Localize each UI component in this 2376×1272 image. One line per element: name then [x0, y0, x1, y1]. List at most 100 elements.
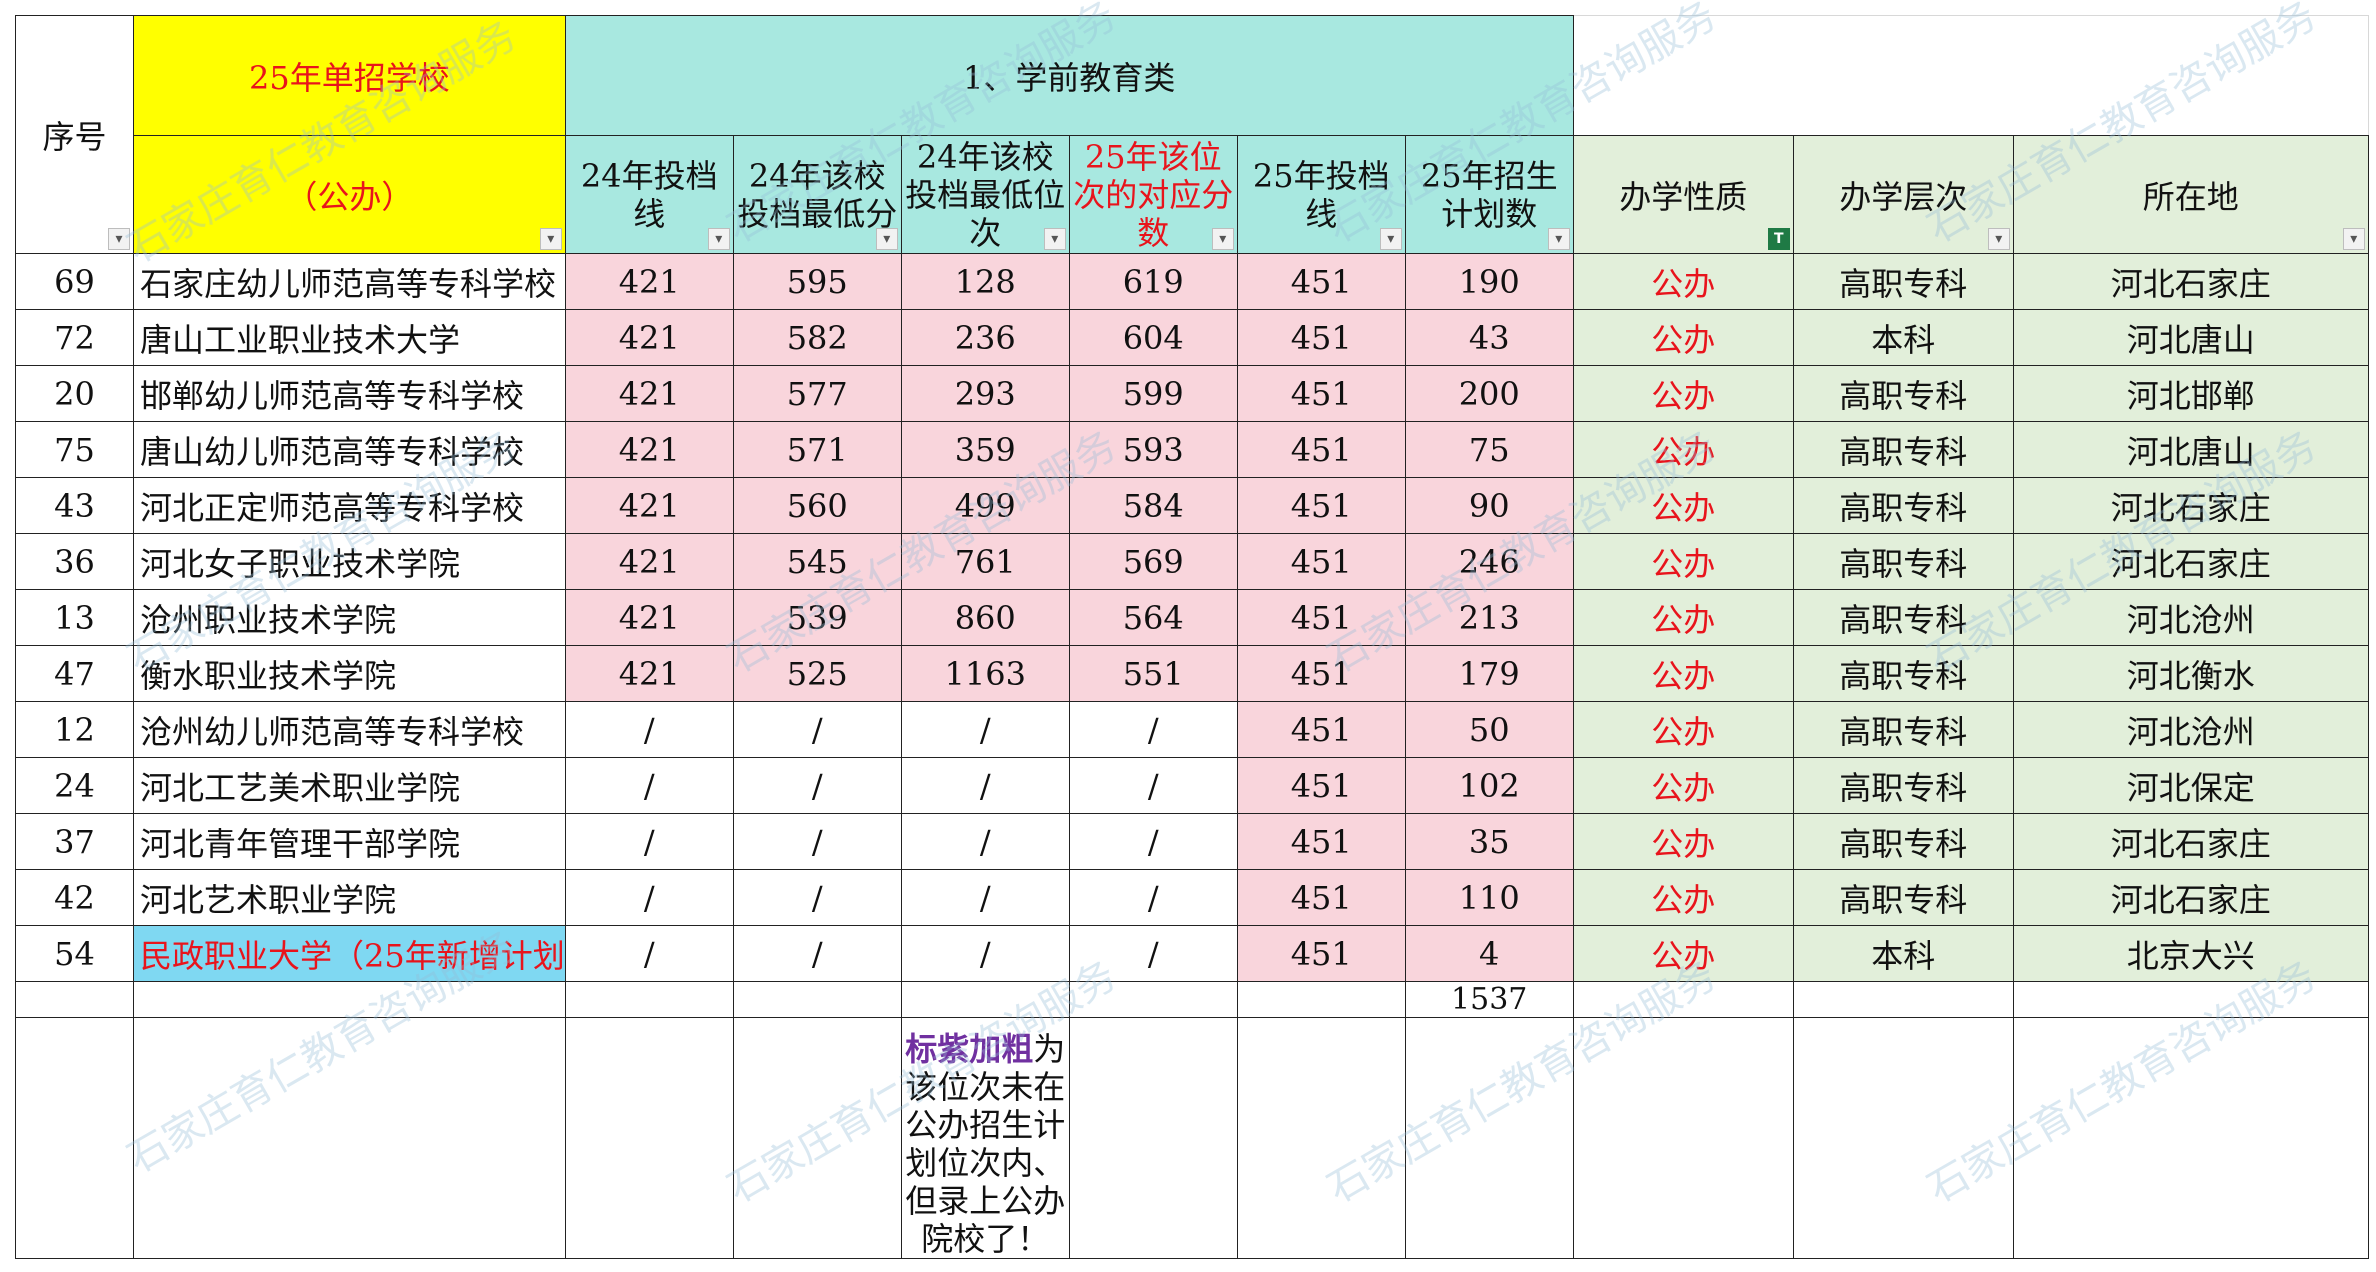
filter-dropdown-icon[interactable]: ▾ — [1043, 228, 1066, 250]
filter-dropdown-icon[interactable]: ▾ — [108, 228, 130, 250]
cell-name[interactable]: 衡水职业技术学院 — [133, 645, 566, 702]
cell-loc[interactable]: 河北唐山 — [2012, 309, 2369, 366]
filter-dropdown-icon[interactable]: ▾ — [539, 228, 562, 250]
cell-nature[interactable]: 公办 — [1572, 925, 1794, 982]
filter-dropdown-icon[interactable]: ▾ — [1379, 228, 1402, 250]
cell-seq[interactable]: 12 — [15, 701, 134, 758]
cell-level[interactable]: 高职专科 — [1792, 813, 2014, 870]
cell-level[interactable]: 高职专科 — [1792, 421, 2014, 478]
cell-c6[interactable]: 213 — [1404, 589, 1574, 646]
cell-seq[interactable]: 20 — [15, 365, 134, 422]
cell-c6[interactable]: 90 — [1404, 477, 1574, 534]
cell-loc[interactable]: 河北石家庄 — [2012, 253, 2369, 310]
cell-loc[interactable]: 河北石家庄 — [2012, 813, 2369, 870]
cell-c1[interactable]: / — [564, 869, 734, 926]
filter-dropdown-icon[interactable]: ▾ — [1547, 228, 1570, 250]
cell-c6[interactable]: 75 — [1404, 421, 1574, 478]
cell-c6[interactable]: 102 — [1404, 757, 1574, 814]
filter-dropdown-icon[interactable]: ▾ — [875, 228, 898, 250]
cell-nature[interactable]: 公办 — [1572, 533, 1794, 590]
cell-nature[interactable]: 公办 — [1572, 869, 1794, 926]
cell-c2[interactable]: 560 — [732, 477, 902, 534]
filter-active-icon[interactable]: T — [1767, 228, 1790, 250]
cell-c5[interactable]: 451 — [1236, 757, 1406, 814]
cell-c2[interactable]: 577 — [732, 365, 902, 422]
cell-c1[interactable]: 421 — [564, 365, 734, 422]
cell-level[interactable]: 高职专科 — [1792, 701, 2014, 758]
cell-name[interactable]: 河北正定师范高等专科学校 — [133, 477, 566, 534]
cell-level[interactable]: 本科 — [1792, 925, 2014, 982]
cell-c2[interactable]: 582 — [732, 309, 902, 366]
cell-c1[interactable]: 421 — [564, 533, 734, 590]
cell-c4[interactable]: 604 — [1068, 309, 1238, 366]
cell-c6[interactable]: 190 — [1404, 253, 1574, 310]
cell-seq[interactable]: 69 — [15, 253, 134, 310]
cell-seq[interactable]: 13 — [15, 589, 134, 646]
cell-c3[interactable]: / — [900, 757, 1070, 814]
filter-dropdown-icon[interactable]: ▾ — [2342, 228, 2365, 250]
cell-nature[interactable]: 公办 — [1572, 365, 1794, 422]
cell-seq[interactable]: 47 — [15, 645, 134, 702]
cell-loc[interactable]: 河北衡水 — [2012, 645, 2369, 702]
cell-nature[interactable]: 公办 — [1572, 253, 1794, 310]
cell-seq[interactable]: 75 — [15, 421, 134, 478]
cell-loc[interactable]: 北京大兴 — [2012, 925, 2369, 982]
cell-c4[interactable]: 599 — [1068, 365, 1238, 422]
cell-c5[interactable]: 451 — [1236, 925, 1406, 982]
cell-loc[interactable]: 河北唐山 — [2012, 421, 2369, 478]
cell-c5[interactable]: 451 — [1236, 477, 1406, 534]
cell-c3[interactable]: / — [900, 925, 1070, 982]
cell-c1[interactable]: / — [564, 757, 734, 814]
cell-nature[interactable]: 公办 — [1572, 421, 1794, 478]
cell-level[interactable]: 高职专科 — [1792, 869, 2014, 926]
cell-c5[interactable]: 451 — [1236, 645, 1406, 702]
cell-c1[interactable]: 421 — [564, 589, 734, 646]
cell-c2[interactable]: / — [732, 869, 902, 926]
cell-name[interactable]: 河北青年管理干部学院 — [133, 813, 566, 870]
cell-nature[interactable]: 公办 — [1572, 813, 1794, 870]
cell-nature[interactable]: 公办 — [1572, 589, 1794, 646]
cell-loc[interactable]: 河北沧州 — [2012, 589, 2369, 646]
cell-seq[interactable]: 54 — [15, 925, 134, 982]
cell-c2[interactable]: 595 — [732, 253, 902, 310]
cell-c1[interactable]: / — [564, 701, 734, 758]
cell-c2[interactable]: 571 — [732, 421, 902, 478]
cell-c6[interactable]: 50 — [1404, 701, 1574, 758]
cell-c3[interactable]: 761 — [900, 533, 1070, 590]
cell-loc[interactable]: 河北沧州 — [2012, 701, 2369, 758]
cell-c1[interactable]: 421 — [564, 253, 734, 310]
cell-c3[interactable]: 499 — [900, 477, 1070, 534]
cell-c2[interactable]: / — [732, 813, 902, 870]
filter-dropdown-icon[interactable]: ▾ — [1211, 228, 1234, 250]
cell-seq[interactable]: 43 — [15, 477, 134, 534]
cell-c3[interactable]: 1163 — [900, 645, 1070, 702]
cell-nature[interactable]: 公办 — [1572, 701, 1794, 758]
cell-c6[interactable]: 110 — [1404, 869, 1574, 926]
cell-name[interactable]: 唐山幼儿师范高等专科学校 — [133, 421, 566, 478]
cell-c6[interactable]: 246 — [1404, 533, 1574, 590]
cell-seq[interactable]: 42 — [15, 869, 134, 926]
cell-seq[interactable]: 36 — [15, 533, 134, 590]
cell-c2[interactable]: 539 — [732, 589, 902, 646]
cell-level[interactable]: 高职专科 — [1792, 757, 2014, 814]
cell-c3[interactable]: 359 — [900, 421, 1070, 478]
cell-c1[interactable]: 421 — [564, 309, 734, 366]
cell-c1[interactable]: / — [564, 925, 734, 982]
cell-c3[interactable]: 128 — [900, 253, 1070, 310]
cell-c3[interactable]: / — [900, 813, 1070, 870]
cell-c5[interactable]: 451 — [1236, 533, 1406, 590]
cell-seq[interactable]: 24 — [15, 757, 134, 814]
cell-name[interactable]: 河北工艺美术职业学院 — [133, 757, 566, 814]
cell-name[interactable]: 河北艺术职业学院 — [133, 869, 566, 926]
cell-name[interactable]: 沧州幼儿师范高等专科学校 — [133, 701, 566, 758]
cell-name[interactable]: 沧州职业技术学院 — [133, 589, 566, 646]
cell-c6[interactable]: 35 — [1404, 813, 1574, 870]
filter-dropdown-icon[interactable]: ▾ — [707, 228, 730, 250]
cell-c2[interactable]: 525 — [732, 645, 902, 702]
cell-c2[interactable]: / — [732, 757, 902, 814]
cell-c5[interactable]: 451 — [1236, 589, 1406, 646]
cell-c6[interactable]: 200 — [1404, 365, 1574, 422]
cell-c6[interactable]: 4 — [1404, 925, 1574, 982]
cell-c4[interactable]: 551 — [1068, 645, 1238, 702]
cell-c5[interactable]: 451 — [1236, 365, 1406, 422]
